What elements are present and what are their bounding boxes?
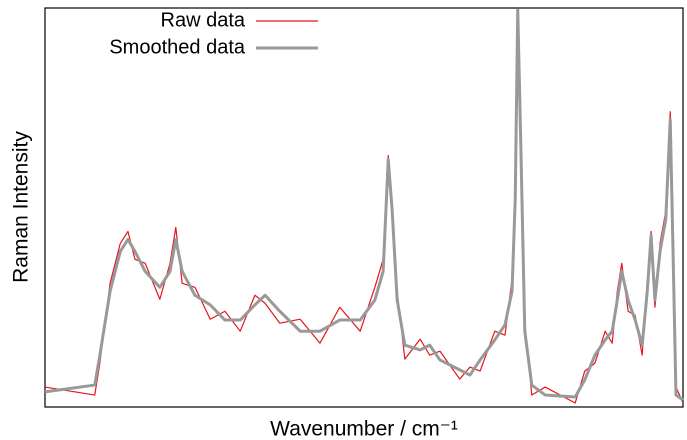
x-axis-label: Wavenumber / cm⁻¹ (270, 418, 458, 440)
series-line (44, 8, 684, 402)
y-axis-label: Raman Intensity (10, 131, 33, 283)
series-line (44, 7, 684, 404)
legend-label: Raw data (161, 9, 246, 31)
plot-frame (44, 7, 684, 408)
legend-label: Smoothed data (109, 36, 246, 58)
